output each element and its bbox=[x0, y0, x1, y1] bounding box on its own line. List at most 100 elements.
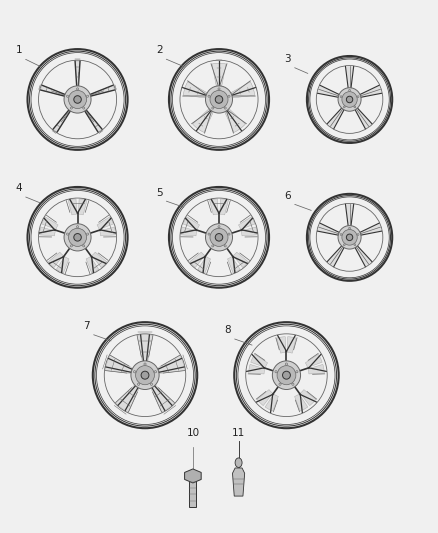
Polygon shape bbox=[198, 256, 211, 273]
Polygon shape bbox=[209, 199, 218, 215]
Ellipse shape bbox=[208, 95, 210, 97]
Polygon shape bbox=[78, 199, 87, 215]
Ellipse shape bbox=[357, 96, 359, 98]
Polygon shape bbox=[116, 385, 139, 412]
Ellipse shape bbox=[340, 96, 342, 98]
Polygon shape bbox=[251, 354, 268, 367]
Polygon shape bbox=[181, 227, 197, 236]
Ellipse shape bbox=[218, 88, 220, 90]
Polygon shape bbox=[257, 390, 273, 406]
Ellipse shape bbox=[68, 228, 87, 246]
Ellipse shape bbox=[343, 244, 345, 246]
Polygon shape bbox=[193, 109, 213, 132]
Polygon shape bbox=[355, 245, 372, 266]
Polygon shape bbox=[75, 61, 80, 88]
Polygon shape bbox=[97, 217, 113, 229]
Ellipse shape bbox=[212, 245, 214, 247]
Text: 11: 11 bbox=[232, 428, 245, 438]
Ellipse shape bbox=[228, 95, 230, 97]
Polygon shape bbox=[212, 63, 226, 86]
Ellipse shape bbox=[338, 88, 361, 111]
Ellipse shape bbox=[83, 245, 85, 247]
Polygon shape bbox=[88, 85, 115, 97]
Ellipse shape bbox=[83, 107, 85, 109]
Ellipse shape bbox=[71, 245, 72, 247]
Polygon shape bbox=[249, 365, 265, 374]
Polygon shape bbox=[355, 107, 372, 128]
Polygon shape bbox=[190, 252, 205, 268]
Ellipse shape bbox=[215, 96, 223, 103]
Polygon shape bbox=[39, 227, 55, 236]
Polygon shape bbox=[137, 335, 153, 361]
Ellipse shape bbox=[86, 95, 88, 97]
Text: 10: 10 bbox=[186, 428, 199, 438]
Polygon shape bbox=[308, 365, 324, 374]
Ellipse shape bbox=[208, 233, 210, 235]
Ellipse shape bbox=[275, 370, 277, 373]
Polygon shape bbox=[305, 354, 322, 367]
Polygon shape bbox=[318, 223, 340, 235]
Polygon shape bbox=[183, 82, 207, 98]
Polygon shape bbox=[318, 86, 340, 98]
Ellipse shape bbox=[286, 363, 288, 365]
Polygon shape bbox=[53, 108, 72, 132]
Ellipse shape bbox=[296, 370, 298, 373]
Ellipse shape bbox=[224, 245, 226, 247]
Ellipse shape bbox=[349, 227, 350, 229]
Ellipse shape bbox=[134, 370, 136, 373]
Ellipse shape bbox=[212, 107, 214, 109]
Polygon shape bbox=[68, 199, 77, 215]
Ellipse shape bbox=[136, 366, 155, 385]
Text: 3: 3 bbox=[284, 54, 291, 64]
Ellipse shape bbox=[150, 383, 152, 385]
Polygon shape bbox=[106, 356, 132, 374]
Polygon shape bbox=[233, 252, 248, 268]
Ellipse shape bbox=[77, 225, 78, 228]
FancyBboxPatch shape bbox=[189, 476, 196, 507]
Ellipse shape bbox=[144, 363, 146, 365]
Ellipse shape bbox=[74, 96, 81, 103]
Polygon shape bbox=[225, 109, 245, 132]
Polygon shape bbox=[287, 337, 296, 353]
Polygon shape bbox=[151, 385, 174, 412]
Polygon shape bbox=[231, 82, 255, 98]
Polygon shape bbox=[183, 217, 200, 229]
Polygon shape bbox=[227, 256, 240, 273]
Polygon shape bbox=[40, 85, 67, 97]
Polygon shape bbox=[359, 223, 381, 235]
Ellipse shape bbox=[68, 91, 87, 109]
Ellipse shape bbox=[340, 233, 342, 236]
Polygon shape bbox=[346, 204, 353, 227]
Ellipse shape bbox=[354, 106, 356, 108]
Polygon shape bbox=[100, 227, 116, 236]
Polygon shape bbox=[48, 252, 63, 268]
Polygon shape bbox=[233, 468, 245, 496]
Polygon shape bbox=[328, 245, 345, 266]
Ellipse shape bbox=[346, 96, 353, 103]
Ellipse shape bbox=[71, 107, 72, 109]
Text: 5: 5 bbox=[156, 188, 162, 198]
Polygon shape bbox=[158, 356, 185, 374]
Polygon shape bbox=[83, 108, 102, 132]
Polygon shape bbox=[294, 394, 308, 411]
Ellipse shape bbox=[343, 106, 345, 108]
Ellipse shape bbox=[279, 383, 281, 385]
Ellipse shape bbox=[74, 233, 81, 241]
Ellipse shape bbox=[218, 225, 220, 228]
Polygon shape bbox=[220, 199, 229, 215]
Polygon shape bbox=[92, 252, 107, 268]
Ellipse shape bbox=[342, 230, 357, 245]
Polygon shape bbox=[238, 217, 255, 229]
Text: 1: 1 bbox=[15, 45, 22, 55]
Text: 6: 6 bbox=[284, 191, 291, 201]
Polygon shape bbox=[241, 227, 257, 236]
Ellipse shape bbox=[283, 371, 290, 379]
Ellipse shape bbox=[67, 233, 69, 235]
Ellipse shape bbox=[235, 458, 242, 467]
Polygon shape bbox=[346, 66, 353, 89]
Text: 2: 2 bbox=[156, 45, 162, 55]
Ellipse shape bbox=[224, 107, 226, 109]
Ellipse shape bbox=[205, 86, 233, 113]
Polygon shape bbox=[42, 217, 58, 229]
Ellipse shape bbox=[292, 383, 294, 385]
